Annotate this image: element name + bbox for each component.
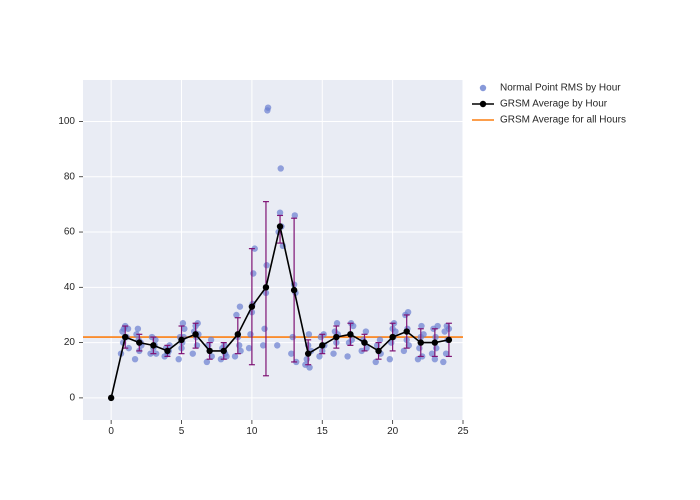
average-marker [206, 348, 212, 354]
scatter-point [330, 350, 336, 356]
chart-svg: 0 20 40 60 80 100 0 5 10 15 20 25 Normal Point RMS b… [0, 0, 700, 500]
average-marker [319, 342, 325, 348]
average-marker [389, 334, 395, 340]
average-marker [136, 339, 142, 345]
scatter-point [278, 165, 284, 171]
scatter-point [261, 326, 267, 332]
scatter-point [432, 334, 438, 340]
average-marker [333, 334, 339, 340]
ytick-label: 100 [58, 116, 75, 127]
average-marker [164, 348, 170, 354]
average-marker [432, 339, 438, 345]
scatter-point [190, 350, 196, 356]
average-marker [192, 331, 198, 337]
scatter-point [416, 345, 422, 351]
scatter-point [387, 356, 393, 362]
ytick-label: 20 [64, 337, 76, 348]
chart-container: 0 20 40 60 80 100 0 5 10 15 20 25 Normal Point RMS b… [0, 0, 700, 500]
scatter-point [237, 303, 243, 309]
average-marker [446, 337, 452, 343]
average-marker [361, 339, 367, 345]
scatter-point [304, 356, 310, 362]
scatter-point [132, 356, 138, 362]
average-marker [277, 223, 283, 229]
legend-linemarker-icon [480, 101, 486, 107]
scatter-point [135, 326, 141, 332]
scatter-point [247, 331, 253, 337]
xtick-label: 5 [179, 426, 185, 437]
scatter-point [263, 262, 269, 268]
scatter-point [349, 337, 355, 343]
xtick-label: 10 [246, 426, 258, 437]
average-marker [235, 331, 241, 337]
legend-label: GRSM Average for all Hours [500, 115, 626, 126]
scatter-point [433, 345, 439, 351]
xtick-label: 25 [457, 426, 469, 437]
legend-label: Normal Point RMS by Hour [500, 83, 621, 94]
scatter-point [344, 353, 350, 359]
xtick-label: 0 [108, 426, 114, 437]
average-marker [375, 348, 381, 354]
average-marker [291, 287, 297, 293]
average-marker [178, 337, 184, 343]
ytick-label: 40 [64, 282, 76, 293]
scatter-point [274, 342, 280, 348]
scatter-point [290, 334, 296, 340]
legend-label: GRSM Average by Hour [500, 99, 608, 110]
scatter-point [236, 342, 242, 348]
scatter-point [440, 359, 446, 365]
average-marker [263, 284, 269, 290]
average-marker [404, 328, 410, 334]
average-marker [150, 342, 156, 348]
xtick-label: 20 [387, 426, 399, 437]
ytick-label: 80 [64, 171, 76, 182]
average-marker [418, 339, 424, 345]
average-marker [122, 334, 128, 340]
average-marker [305, 350, 311, 356]
scatter-point [265, 104, 271, 110]
plot-area [83, 80, 463, 420]
scatter-point [176, 356, 182, 362]
average-marker [108, 395, 114, 401]
scatter-point [250, 270, 256, 276]
scatter-point [306, 331, 312, 337]
legend-scatter-icon [480, 85, 486, 91]
xtick-label: 15 [317, 426, 329, 437]
average-marker [221, 348, 227, 354]
average-marker [347, 331, 353, 337]
ytick-label: 60 [64, 227, 76, 238]
ytick-label: 0 [69, 393, 75, 404]
average-marker [249, 303, 255, 309]
